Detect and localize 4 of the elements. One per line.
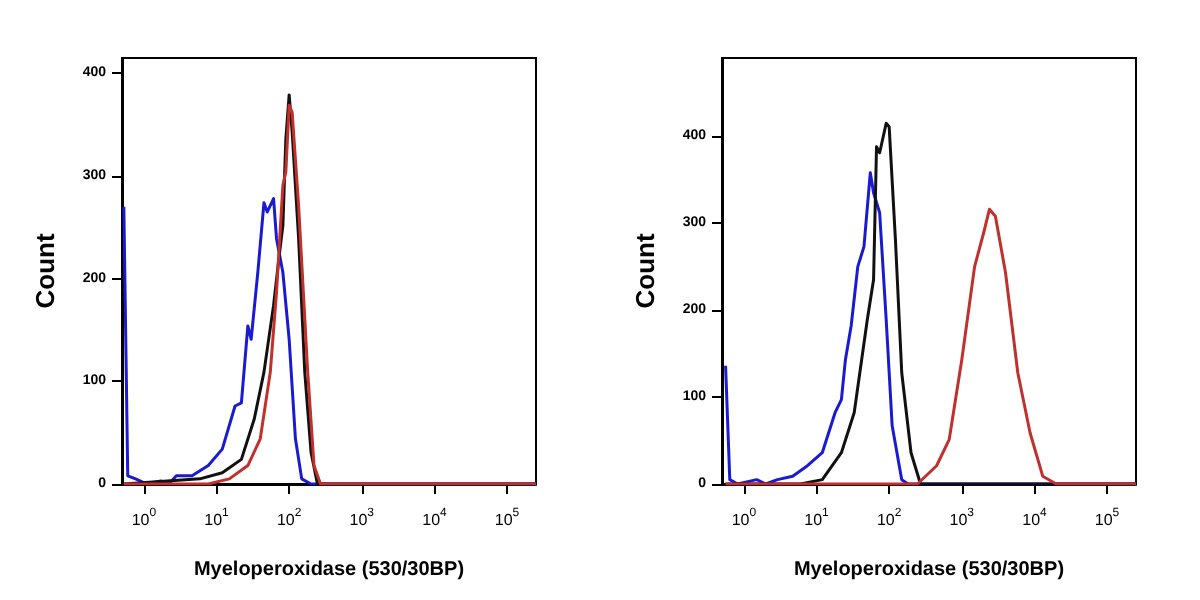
y-axis-title: Count: [630, 232, 660, 309]
x-axis-title: Myeloperoxidase (530/30BP): [793, 559, 1065, 581]
y-axis-title: Count: [30, 232, 60, 309]
x-axis-title: Myeloperoxidase (530/30BP): [193, 559, 465, 581]
